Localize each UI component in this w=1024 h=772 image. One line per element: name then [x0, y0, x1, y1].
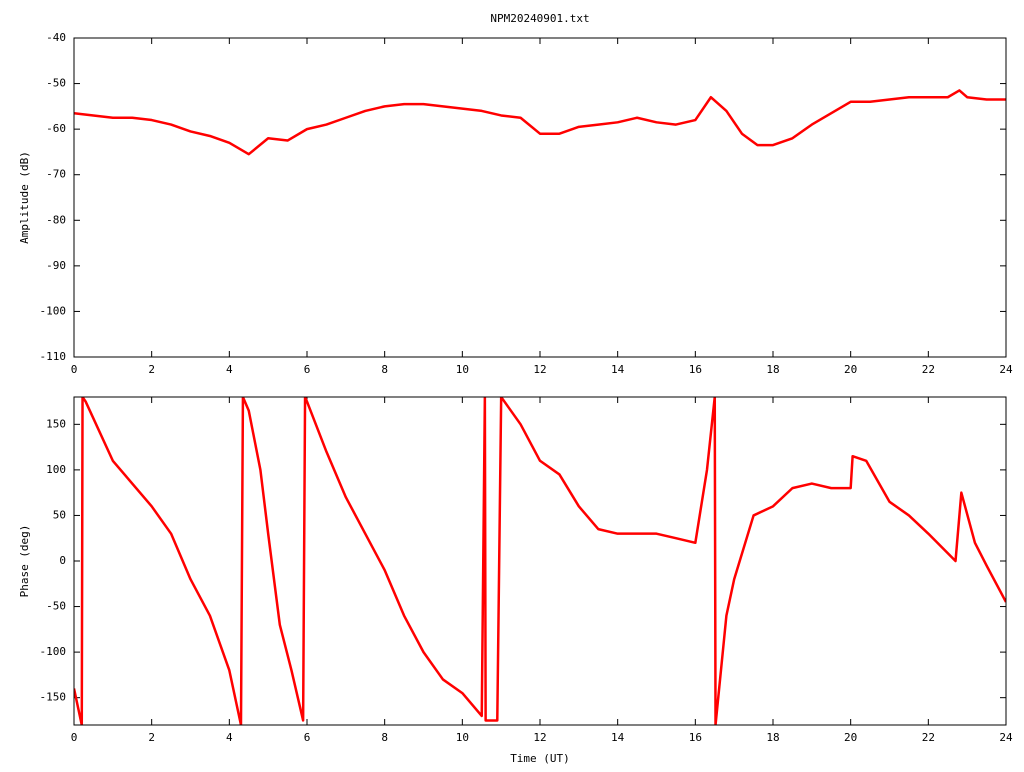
data-line — [74, 89, 1006, 156]
y-tick-label: -150 — [40, 691, 67, 704]
x-tick-label: 2 — [148, 363, 155, 376]
data-line — [74, 397, 1006, 725]
x-tick-label: 22 — [922, 731, 935, 744]
y-tick-label: -110 — [40, 350, 67, 363]
y-tick-label: -80 — [46, 213, 66, 226]
x-tick-label: 22 — [922, 363, 935, 376]
x-tick-label: 8 — [381, 731, 388, 744]
x-tick-label: 20 — [844, 363, 857, 376]
x-tick-label: 12 — [533, 731, 546, 744]
y-tick-label: 100 — [46, 463, 66, 476]
plot-frame — [73, 396, 1007, 726]
y-tick-label: -50 — [46, 77, 66, 90]
y-tick-label: 50 — [53, 508, 66, 521]
x-tick-label: 10 — [456, 731, 469, 744]
x-tick-label: 18 — [766, 363, 779, 376]
x-tick-label: 16 — [689, 363, 702, 376]
x-tick-label: 10 — [456, 363, 469, 376]
y-axis-label: Amplitude (dB) — [18, 151, 31, 244]
y-tick-label: -50 — [46, 600, 66, 613]
y-tick-label: -100 — [40, 645, 67, 658]
x-tick-label: 4 — [226, 363, 233, 376]
x-tick-label: 4 — [226, 731, 233, 744]
chart-title: NPM20240901.txt — [490, 12, 589, 25]
x-tick-label: 24 — [999, 363, 1013, 376]
x-tick-label: 6 — [304, 363, 311, 376]
y-axis-label: Phase (deg) — [18, 525, 31, 598]
x-tick-label: 18 — [766, 731, 779, 744]
y-tick-label: -60 — [46, 122, 66, 135]
y-tick-label: -100 — [40, 304, 67, 317]
y-tick-label: 0 — [59, 554, 66, 567]
y-tick-label: -90 — [46, 259, 66, 272]
x-tick-label: 0 — [71, 731, 78, 744]
x-tick-label: 0 — [71, 363, 78, 376]
x-tick-label: 2 — [148, 731, 155, 744]
x-tick-label: 12 — [533, 363, 546, 376]
x-tick-label: 14 — [611, 731, 625, 744]
x-axis-label: Time (UT) — [510, 752, 570, 765]
plot-frame — [73, 37, 1007, 358]
y-tick-label: -70 — [46, 168, 66, 181]
x-tick-label: 20 — [844, 731, 857, 744]
y-tick-label: -40 — [46, 31, 66, 44]
x-tick-label: 8 — [381, 363, 388, 376]
x-tick-label: 16 — [689, 731, 702, 744]
y-tick-label: 150 — [46, 417, 66, 430]
x-tick-label: 14 — [611, 363, 625, 376]
x-tick-label: 24 — [999, 731, 1013, 744]
x-tick-label: 6 — [304, 731, 311, 744]
